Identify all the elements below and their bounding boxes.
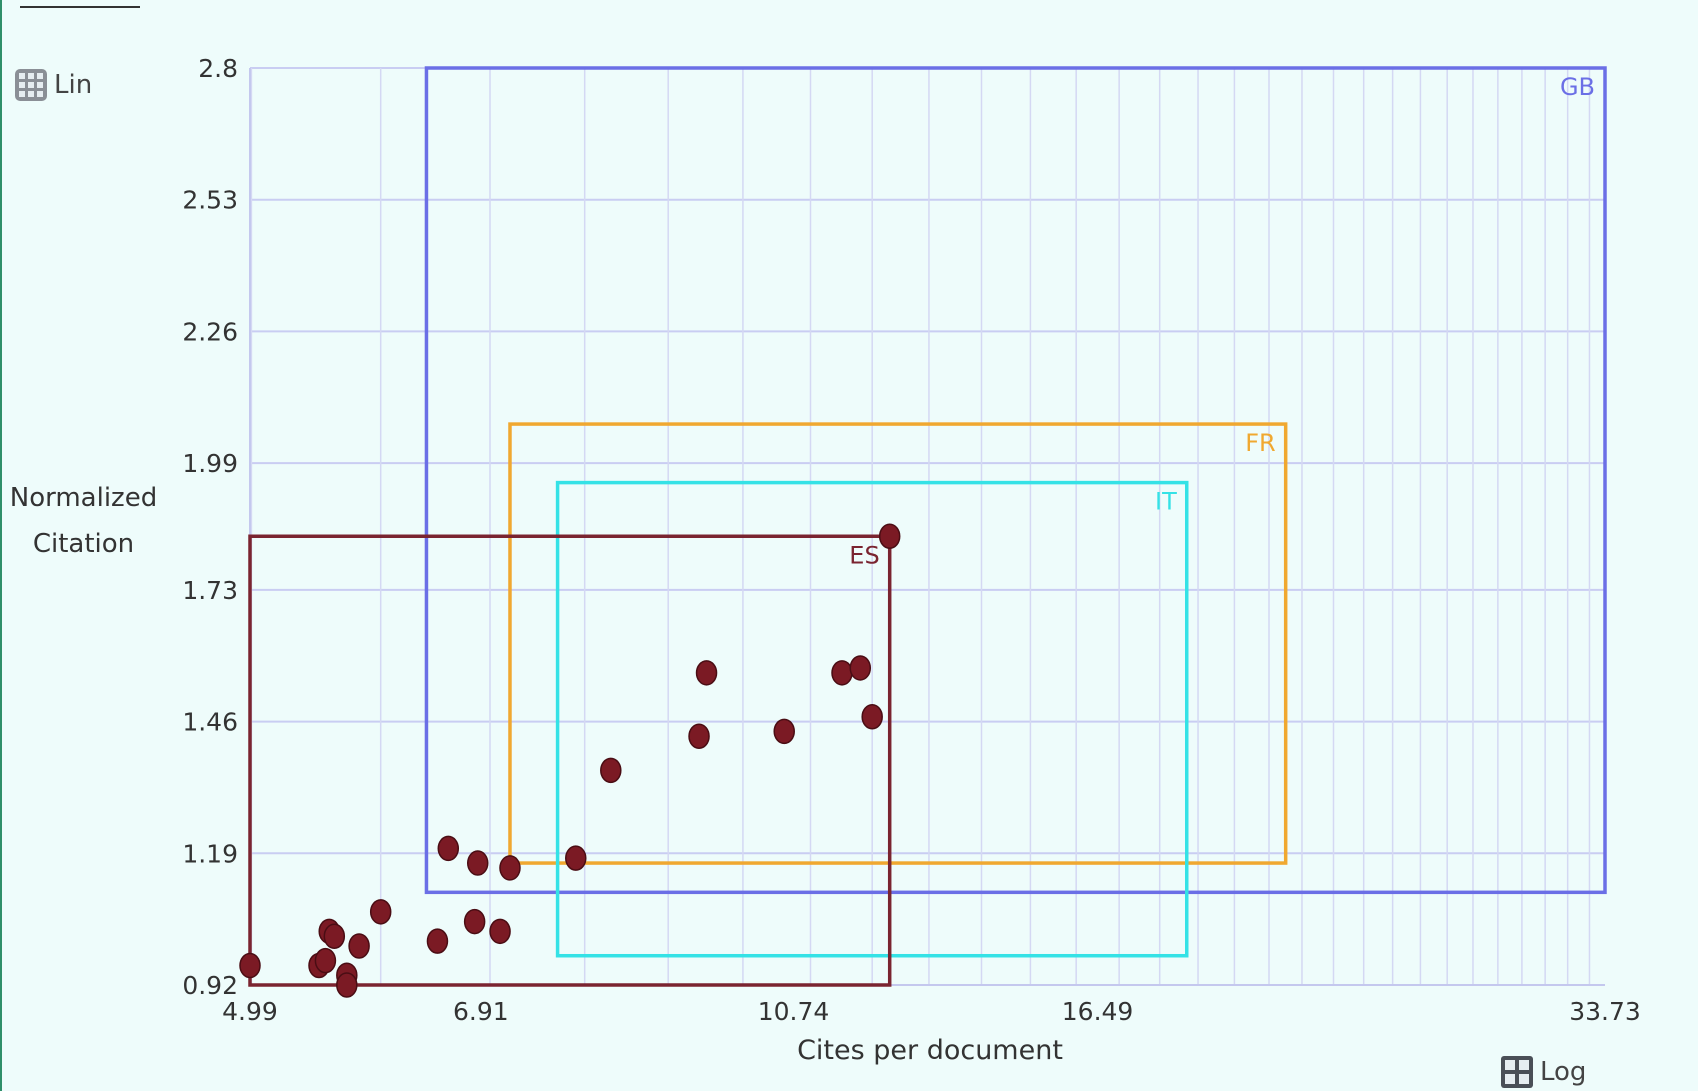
data-point	[323, 923, 346, 949]
country-ranges: GB FR IT ES	[248, 66, 1607, 987]
data-point	[314, 947, 337, 974]
x-tick-label: 6.91	[453, 997, 509, 1026]
axis-ticks: 0.92 1.19 1.46 1.73 1.99 2.26 2.53 2.8 4.99 6.91 1…	[182, 54, 1640, 1026]
data-point	[773, 718, 795, 745]
tab-indicator	[20, 0, 140, 8]
data-point	[239, 952, 261, 979]
y-tick-label: 1.73	[182, 576, 238, 605]
range-label-it: IT	[1155, 488, 1177, 516]
data-point	[463, 908, 486, 935]
y-tick-label: 2.53	[182, 186, 238, 215]
data-point	[336, 972, 358, 998]
y-tick-label: 1.99	[182, 449, 238, 478]
range-box-gb	[424, 66, 1607, 895]
y-tick-label: 0.92	[182, 971, 238, 1000]
range-box-it	[555, 480, 1189, 958]
grid-icon	[1501, 1056, 1533, 1088]
data-point	[849, 655, 872, 681]
x-axis-title: Cites per document	[797, 1035, 1063, 1066]
data-point	[437, 835, 460, 862]
range-label-gb: GB	[1560, 73, 1595, 101]
range-label-es: ES	[849, 541, 879, 569]
data-point	[861, 703, 883, 730]
data-point	[499, 855, 521, 881]
linear-scale-label: Lin	[54, 70, 93, 100]
data-point	[565, 845, 587, 871]
y-tick-label: 1.46	[182, 708, 238, 737]
y-tick-label: 2.8	[198, 54, 238, 83]
data-point	[348, 933, 370, 959]
x-tick-label: 16.49	[1062, 997, 1134, 1026]
range-box-es	[248, 534, 892, 987]
y-axis-title: Normalized Citation	[9, 483, 158, 559]
y-tick-label: 1.19	[182, 839, 238, 868]
range-box-fr	[508, 422, 1288, 865]
y-tick-label: 2.26	[182, 317, 238, 346]
log-scale-toggle[interactable]: Log	[1500, 1055, 1586, 1089]
data-point	[369, 899, 392, 925]
data-points	[239, 523, 901, 998]
x-tick-label: 33.73	[1569, 997, 1641, 1026]
window-edge	[0, 0, 2, 1091]
data-point	[695, 660, 718, 686]
x-tick-label: 4.99	[222, 997, 278, 1026]
linear-scale-toggle[interactable]: Lin	[14, 68, 92, 102]
data-point	[489, 918, 511, 945]
data-point	[466, 850, 489, 876]
grid-icon	[15, 69, 47, 101]
log-scale-label: Log	[1540, 1057, 1587, 1087]
data-point	[688, 723, 710, 749]
x-tick-label: 10.74	[758, 997, 830, 1026]
data-point	[426, 928, 449, 954]
data-point	[878, 523, 901, 550]
data-point	[831, 660, 853, 686]
data-point	[600, 757, 622, 784]
range-label-fr: FR	[1245, 429, 1275, 457]
